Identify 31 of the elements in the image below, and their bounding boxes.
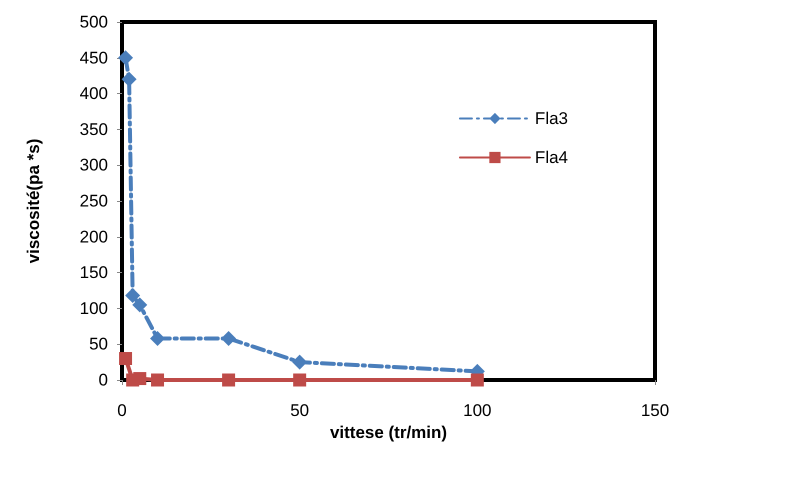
point xyxy=(118,50,134,66)
y-tick-label: 200 xyxy=(80,227,108,246)
y-axis-title: viscosité(pa *s) xyxy=(24,138,43,264)
point xyxy=(122,72,137,87)
legend-label: Fla4 xyxy=(534,148,568,167)
point xyxy=(293,374,306,386)
point xyxy=(292,354,308,370)
y-tick-label: 450 xyxy=(80,48,108,68)
point xyxy=(151,374,164,386)
point xyxy=(133,372,146,386)
x-axis-title: vittese (tr/min) xyxy=(330,422,448,442)
point xyxy=(119,352,132,366)
point xyxy=(132,297,148,312)
point xyxy=(221,330,236,346)
y-tick-label: 0 xyxy=(98,370,108,390)
y-tick-label: 400 xyxy=(80,84,108,104)
y-tick-label: 100 xyxy=(80,298,108,318)
y-tick-label: 150 xyxy=(80,263,108,282)
x-tick-label: 50 xyxy=(290,401,310,420)
y-tick-label: 50 xyxy=(89,334,108,354)
y-tick-label: 250 xyxy=(80,192,108,210)
y-tick-label: 300 xyxy=(80,156,108,175)
point xyxy=(470,374,484,386)
point xyxy=(222,374,236,386)
x-tick-label: 150 xyxy=(640,401,670,420)
point xyxy=(125,288,140,304)
x-tick-label: 100 xyxy=(463,401,492,420)
y-tick-label: 500 xyxy=(80,12,108,32)
x-tick-label: 0 xyxy=(117,401,127,420)
legend-label: Fla3 xyxy=(534,109,568,128)
y-tick-label: 350 xyxy=(80,120,108,139)
